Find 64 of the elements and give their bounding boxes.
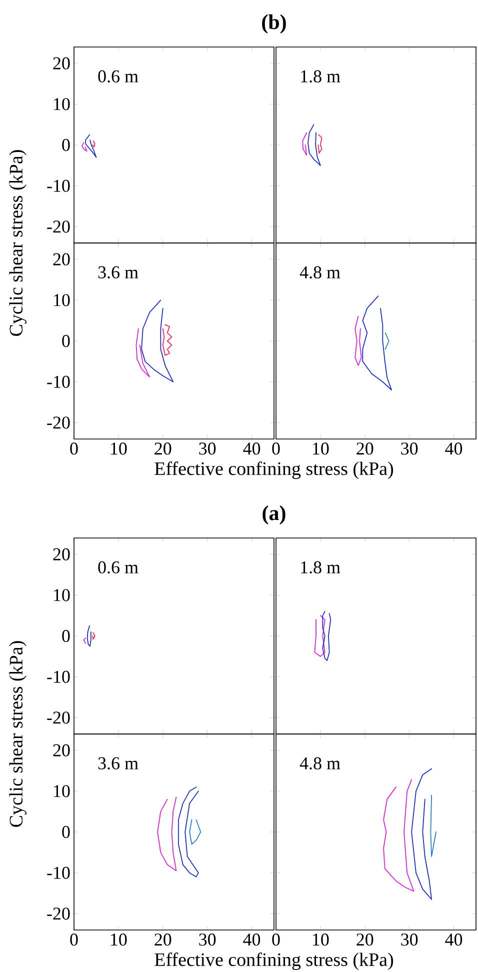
y-tick-label: 10: [54, 294, 70, 306]
y-tick-label: 10: [54, 98, 70, 110]
y-tick-label: 20: [53, 253, 70, 266]
y-tick-label: 10: [54, 589, 70, 602]
annotation: 4.8 m: [300, 757, 340, 770]
x-tick-label: 30: [199, 934, 216, 946]
chart-title: (a): [262, 505, 286, 524]
x-axis-title: Effective confining stress (kPa): [154, 462, 394, 479]
y-axis-title: Cyclic shear stress (kPa): [9, 150, 26, 336]
line-series: [141, 300, 174, 382]
x-tick-label: 30: [199, 442, 216, 455]
y-tick-label: 10: [54, 785, 70, 798]
y-tick-label: 0: [62, 138, 70, 152]
line-series: [136, 328, 150, 378]
x-tick-label: 10: [111, 934, 127, 946]
x-tick-label: 10: [313, 934, 329, 946]
annotation: 0.6 m: [98, 70, 138, 83]
line-series: [85, 134, 97, 158]
x-tick-label: 0: [70, 442, 78, 455]
x-tick-label: 0: [70, 934, 78, 946]
line-series: [92, 140, 96, 148]
line-series: [86, 625, 92, 647]
x-tick-label: 0: [272, 934, 280, 946]
x-tick-label: 40: [445, 934, 462, 946]
x-tick-label: 20: [154, 934, 172, 946]
x-tick-label: 10: [313, 442, 329, 455]
annotation: 3.6 m: [98, 757, 138, 770]
y-tick-label: 20: [53, 57, 70, 70]
y-tick-label: -10: [47, 866, 70, 879]
annotation: 3.6 m: [98, 266, 138, 278]
y-tick-label: 0: [62, 334, 70, 348]
y-tick-label: -20: [47, 908, 70, 920]
x-tick-label: 30: [401, 442, 418, 455]
y-tick-label: 0: [62, 630, 70, 642]
y-axis-title: Cyclic shear stress (kPa): [9, 641, 26, 827]
line-series: [162, 324, 172, 356]
x-tick-label: 30: [401, 934, 418, 946]
x-tick-label: 40: [243, 442, 260, 455]
y-tick-label: -10: [47, 180, 70, 192]
annotation: 1.8 m: [301, 561, 340, 574]
y-tick-label: -10: [47, 376, 70, 388]
y-tick-label: -20: [47, 416, 70, 429]
y-tick-label: -20: [47, 220, 70, 233]
chart-title: (b): [262, 14, 286, 34]
line-series: [82, 142, 88, 152]
x-tick-label: 40: [445, 442, 462, 455]
line-series: [178, 786, 199, 878]
annotation: 1.8 m: [301, 70, 340, 83]
x-axis-title: Effective confining stress (kPa): [154, 952, 394, 970]
x-tick-label: 20: [356, 442, 374, 455]
y-tick-label: -20: [47, 712, 70, 724]
line-series: [189, 819, 202, 845]
annotation: 0.6 m: [98, 561, 138, 574]
y-tick-label: 0: [62, 826, 70, 838]
line-series: [157, 796, 177, 872]
y-tick-label: 20: [53, 548, 70, 560]
y-tick-label: 20: [53, 744, 70, 756]
x-tick-label: 10: [111, 442, 127, 455]
x-tick-label: 20: [356, 934, 374, 946]
annotation: 4.8 m: [300, 266, 340, 279]
x-tick-label: 0: [272, 442, 280, 455]
x-tick-label: 40: [243, 934, 260, 946]
y-tick-label: -10: [47, 670, 70, 683]
x-tick-label: 20: [154, 442, 172, 455]
